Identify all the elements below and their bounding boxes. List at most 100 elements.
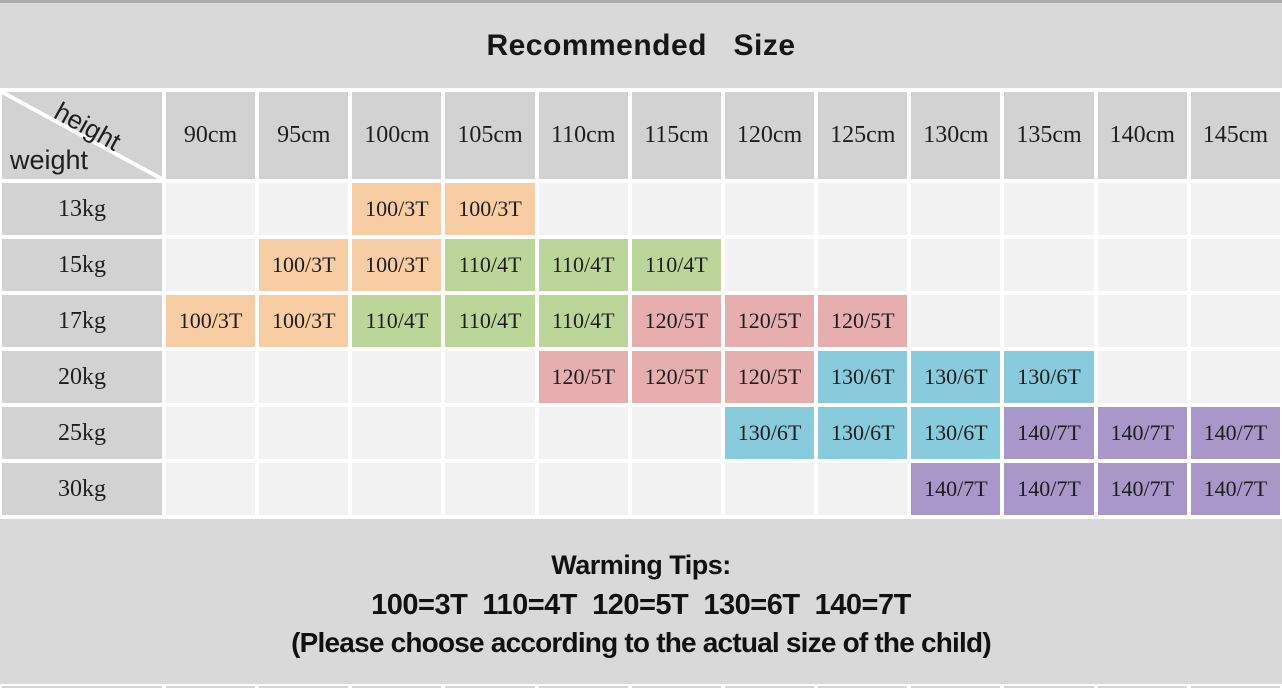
tips-section: Warming Tips: 100=3T 110=4T 120=5T 130=6…: [0, 519, 1282, 684]
height-column-header: 90cm: [166, 92, 256, 179]
size-cell: 140/7T: [1190, 407, 1280, 459]
size-cell-empty: [1004, 239, 1094, 291]
size-cell-empty: [1190, 295, 1280, 347]
size-cell-empty: [259, 351, 349, 403]
cropped-cell-stub: [2, 686, 162, 688]
size-cell-empty: [631, 183, 721, 235]
cropped-cell-stub: [911, 686, 1001, 688]
size-cell-empty: [352, 351, 442, 403]
size-cell-empty: [352, 407, 442, 459]
size-cell: 110/4T: [538, 239, 628, 291]
size-cell: 100/3T: [259, 239, 349, 291]
weight-row-header: 20kg: [2, 351, 162, 403]
size-table: height weight 90cm 95cm 100cm 105cm 110cm 115…: [2, 92, 1280, 515]
size-cell: 110/4T: [445, 239, 535, 291]
cropped-cell-stub: [724, 686, 815, 688]
cropped-cell-stub: [818, 686, 908, 688]
size-cell: 140/7T: [1004, 463, 1094, 515]
cropped-cell-stub: [352, 686, 442, 688]
tips-title: Warming Tips:: [551, 550, 731, 580]
size-cell: 110/4T: [538, 295, 628, 347]
weight-row-header: 17kg: [2, 295, 162, 347]
size-cell: 140/7T: [911, 463, 1001, 515]
size-cell: 120/5T: [631, 295, 721, 347]
cropped-cell-stub: [445, 686, 535, 688]
size-cell: 100/3T: [445, 183, 535, 235]
size-cell: 120/5T: [724, 295, 815, 347]
size-cell-empty: [445, 463, 535, 515]
size-cell: 140/7T: [1004, 407, 1094, 459]
size-cell-empty: [352, 463, 442, 515]
cropped-cell-stub: [166, 686, 256, 688]
weight-row-header: 25kg: [2, 407, 162, 459]
size-cell-empty: [1190, 351, 1280, 403]
size-cell-empty: [818, 463, 908, 515]
top-edge-line: [0, 0, 1282, 3]
size-table-wrap: height weight 90cm 95cm 100cm 105cm 110cm 115…: [0, 88, 1282, 515]
size-cell-empty: [1004, 183, 1094, 235]
height-column-header: 125cm: [818, 92, 908, 179]
weight-row-header: 30kg: [2, 463, 162, 515]
tips-note: (Please choose according to the actual s…: [291, 627, 991, 658]
size-cell: 120/5T: [724, 351, 815, 403]
size-cell-empty: [911, 239, 1001, 291]
cropped-cell-stub: [1190, 686, 1280, 688]
size-cell-empty: [166, 407, 256, 459]
size-cell-empty: [1190, 239, 1280, 291]
size-cell-empty: [259, 407, 349, 459]
cropped-cell-stub: [538, 686, 628, 688]
page-title: Recommended Size: [486, 28, 796, 62]
size-cell-empty: [445, 407, 535, 459]
size-cell-empty: [1004, 295, 1094, 347]
cropped-cell-stub: [631, 686, 721, 688]
height-column-header: 110cm: [538, 92, 628, 179]
height-column-header: 130cm: [911, 92, 1001, 179]
size-cell: 110/4T: [631, 239, 721, 291]
weight-row-header: 13kg: [2, 183, 162, 235]
size-cell-empty: [166, 463, 256, 515]
size-cell-empty: [818, 183, 908, 235]
size-cell-empty: [538, 407, 628, 459]
size-cell: 110/4T: [445, 295, 535, 347]
size-cell-empty: [911, 295, 1001, 347]
size-cell-empty: [259, 183, 349, 235]
size-cell-empty: [631, 463, 721, 515]
height-column-header: 115cm: [631, 92, 721, 179]
size-cell-empty: [538, 463, 628, 515]
size-cell: 130/6T: [911, 351, 1001, 403]
diagonal-divider-line: [2, 92, 162, 179]
size-cell-empty: [538, 183, 628, 235]
size-cell: 140/7T: [1190, 463, 1280, 515]
size-cell-empty: [166, 183, 256, 235]
cropped-next-row-strip: [0, 686, 1282, 688]
size-cell-empty: [1097, 351, 1187, 403]
cropped-cell-stub: [259, 686, 349, 688]
size-cell: 130/6T: [818, 351, 908, 403]
size-cell-empty: [724, 239, 815, 291]
weight-axis-label: weight: [10, 145, 89, 175]
size-cell-empty: [259, 463, 349, 515]
size-cell-empty: [724, 183, 815, 235]
size-cell-empty: [818, 239, 908, 291]
size-cell: 100/3T: [352, 239, 442, 291]
size-cell: 120/5T: [818, 295, 908, 347]
size-cell: 130/6T: [1004, 351, 1094, 403]
size-mapping-line: 100=3T 110=4T 120=5T 130=6T 140=7T: [371, 589, 911, 621]
size-cell-empty: [1190, 183, 1280, 235]
height-column-header: 105cm: [445, 92, 535, 179]
size-cell-empty: [445, 351, 535, 403]
size-cell-empty: [1097, 183, 1187, 235]
size-cell: 100/3T: [259, 295, 349, 347]
size-cell-empty: [1097, 239, 1187, 291]
size-cell-empty: [911, 183, 1001, 235]
size-cell: 140/7T: [1097, 463, 1187, 515]
size-cell: 130/6T: [724, 407, 815, 459]
height-column-header: 135cm: [1004, 92, 1094, 179]
size-cell: 140/7T: [1097, 407, 1187, 459]
weight-row-header: 15kg: [2, 239, 162, 291]
size-cell-empty: [1097, 295, 1187, 347]
size-cell: 120/5T: [538, 351, 628, 403]
corner-cell: height weight: [2, 92, 162, 179]
cropped-cell-stub: [1097, 686, 1187, 688]
